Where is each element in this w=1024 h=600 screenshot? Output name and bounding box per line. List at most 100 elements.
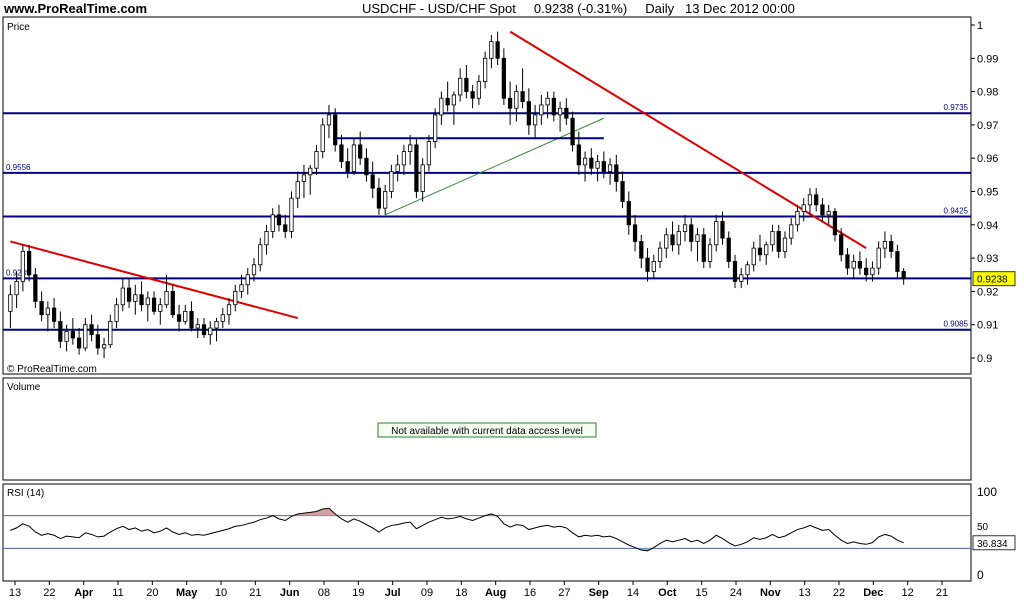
- candle: [139, 294, 144, 306]
- candle: [464, 77, 469, 92]
- candle: [514, 91, 519, 109]
- price-tick-label: 0.91: [977, 320, 998, 332]
- candle: [226, 304, 232, 316]
- candle: [101, 344, 107, 349]
- candle: [764, 244, 769, 256]
- candle: [233, 290, 238, 306]
- candle: [901, 271, 906, 280]
- candle: [526, 101, 531, 126]
- candle: [8, 294, 13, 312]
- na-message: Not available with current data access l…: [391, 426, 583, 437]
- candle: [864, 267, 869, 276]
- price-axis: 1 0.99 0.98 0.97 0.96 0.95 0.94 0.93 0.92 0.91 0.9…: [971, 20, 1016, 365]
- candle: [351, 144, 357, 172]
- candle: [214, 320, 219, 329]
- rsi-panel[interactable]: [2, 483, 972, 582]
- candle: [695, 234, 700, 242]
- candle: [208, 327, 213, 336]
- candle: [520, 91, 525, 102]
- candle: [870, 267, 875, 276]
- candle: [83, 324, 88, 349]
- period: Daily: [645, 1, 675, 16]
- candle: [739, 274, 744, 282]
- candle: [532, 114, 538, 126]
- candle: [164, 290, 169, 306]
- candle: [420, 164, 425, 192]
- candle: [333, 114, 338, 146]
- candle: [120, 287, 125, 306]
- time-tick-label: Apr: [74, 587, 94, 599]
- candle: [582, 157, 588, 166]
- candle: [601, 161, 606, 172]
- time-tick-label: 22: [43, 587, 55, 599]
- candle: [408, 144, 413, 152]
- rsi-value-tag: [972, 535, 1016, 551]
- candle: [89, 324, 94, 336]
- candle: [439, 97, 444, 116]
- candle: [289, 197, 294, 232]
- candle: [595, 161, 600, 169]
- candle: [483, 57, 488, 83]
- candle: [20, 251, 25, 282]
- candle: [283, 224, 288, 232]
- candle: [845, 254, 850, 269]
- candle: [807, 194, 813, 206]
- candle: [76, 337, 82, 349]
- candle: [776, 231, 781, 252]
- time-axis: 13 22 Apr 11 20 May 10 21 Jun 08 19 Jul 09 18 Aug 16 27 S…: [9, 581, 948, 599]
- candle: [251, 264, 257, 276]
- candle: [726, 237, 731, 262]
- last-price: 0.9238 (-0.31%): [533, 1, 628, 16]
- candle: [389, 171, 394, 192]
- candle: [626, 201, 631, 226]
- candle: [820, 204, 825, 216]
- candle: [126, 287, 132, 302]
- trend-lines[interactable]: [10, 30, 867, 320]
- candle: [58, 320, 63, 342]
- candle: [370, 174, 375, 189]
- candle: [657, 247, 663, 262]
- candle: [51, 307, 57, 322]
- na-message-box: [377, 422, 597, 438]
- time-tick-label: 09: [421, 587, 433, 599]
- candle: [620, 181, 625, 202]
- trend-line-red: [509, 30, 867, 249]
- time-tick-label: May: [176, 587, 198, 599]
- candle: [570, 117, 575, 146]
- candle: [401, 151, 407, 166]
- price-tick-label: 0.94: [977, 220, 998, 232]
- candle: [551, 97, 556, 116]
- trend-line-red: [10, 240, 298, 320]
- candle: [545, 97, 550, 106]
- horizontal-levels[interactable]: 0.9735 0.9556 0.9425 0.9239 0.9085: [3, 103, 971, 331]
- site-name[interactable]: www.ProRealTime.com: [4, 1, 148, 16]
- candle: [745, 264, 750, 276]
- candle: [33, 274, 38, 302]
- candle: [707, 244, 713, 262]
- time-tick-label: 11: [112, 587, 123, 599]
- price-tick-label: 0.97: [977, 120, 998, 132]
- time-tick-label: 08: [318, 587, 330, 599]
- candle: [451, 94, 457, 106]
- candle: [195, 324, 200, 329]
- level-label: 0.9085: [944, 320, 969, 329]
- candle: [495, 41, 500, 59]
- candlestick-series[interactable]: [8, 31, 906, 358]
- candle: [39, 300, 44, 316]
- time-tick-label: 19: [352, 587, 364, 599]
- candle: [814, 194, 819, 206]
- candle: [358, 144, 363, 159]
- time-tick-label: 18: [455, 587, 467, 599]
- time-tick-label: Sep: [589, 587, 609, 599]
- rsi-tick-label: 100: [977, 485, 997, 499]
- price-tick-label: 0.92: [977, 286, 998, 298]
- candle: [189, 310, 194, 329]
- watermark: © ProRealTime.com: [7, 364, 97, 375]
- rsi-series: [3, 507, 971, 552]
- candle: [426, 141, 432, 166]
- candle: [245, 274, 250, 286]
- candle: [433, 114, 438, 142]
- rsi-value-label: 36.834: [977, 539, 1008, 550]
- volume-panel-label: Volume: [7, 382, 41, 393]
